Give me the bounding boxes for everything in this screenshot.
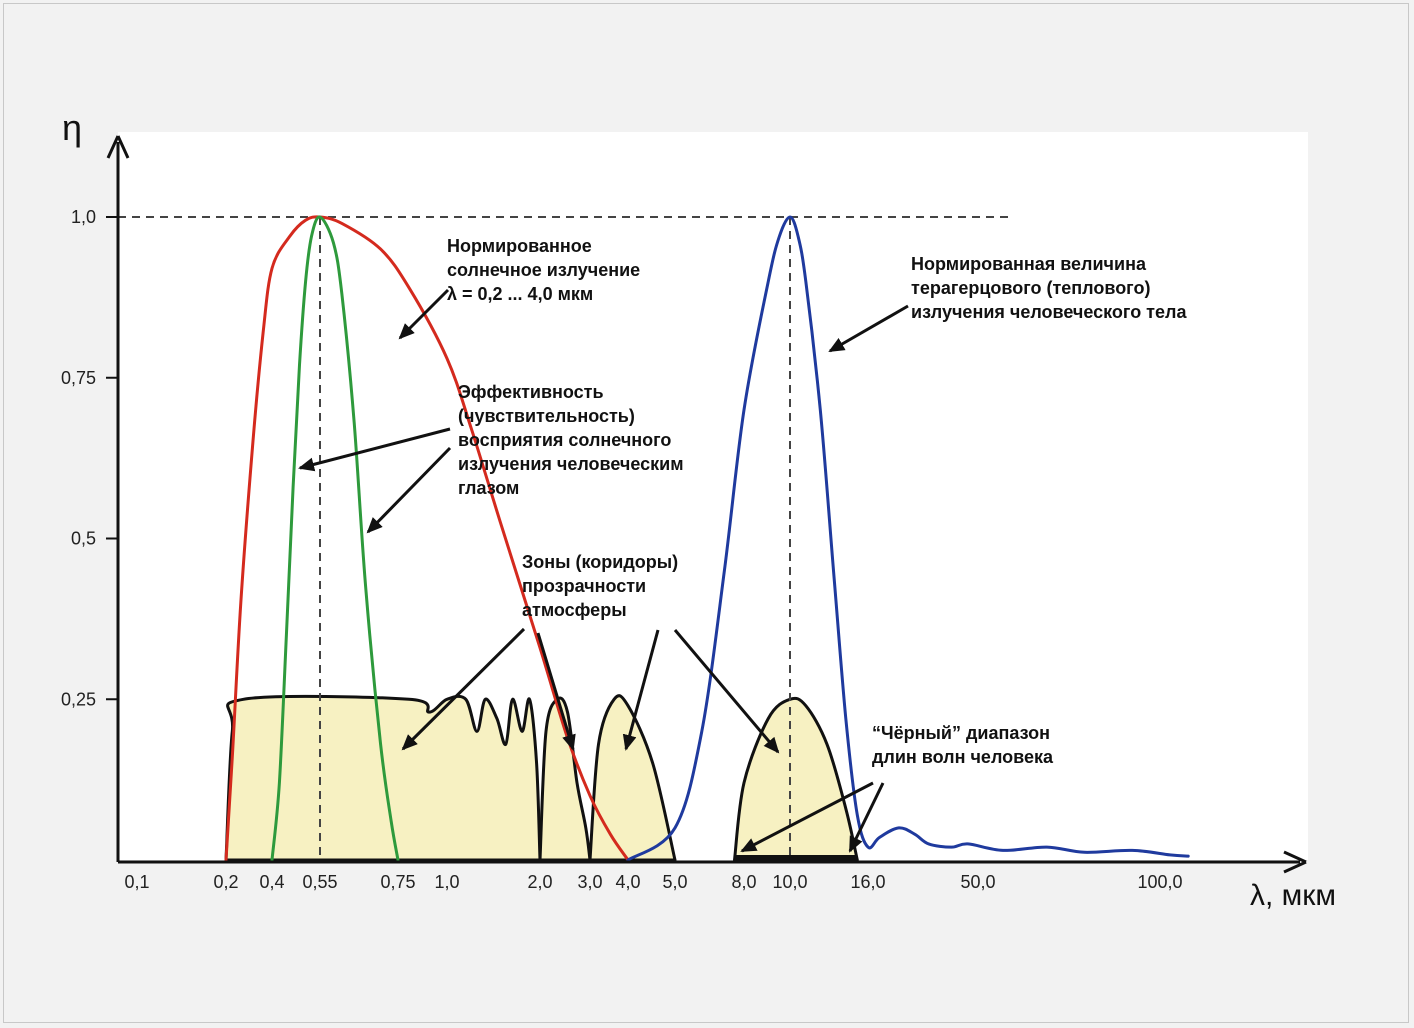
eye-pointer-arrow-2 (366, 446, 452, 534)
x-tick-label: 16,0 (850, 872, 885, 892)
solar-radiation-curve (224, 215, 630, 862)
x-tick-label: 2,0 (527, 872, 552, 892)
x-axis-label: λ, мкм (1250, 879, 1336, 912)
x-tick-label: 1,0 (434, 872, 459, 892)
annotation-4-line-3: атмосферы (522, 600, 627, 620)
thermal-radiation-curve (626, 215, 1190, 862)
x-tick-label: 0,55 (302, 872, 337, 892)
x-axis-arrowhead (1283, 850, 1307, 874)
x-tick-label: 0,1 (124, 872, 149, 892)
annotation-3-line-1: Эффективность (458, 382, 604, 402)
window-pointer-arrow-1 (401, 627, 526, 751)
black-range-bar (734, 855, 858, 860)
annotation-4-line-1: Зоны (коридоры) (522, 552, 678, 572)
x-tick-label: 4,0 (615, 872, 640, 892)
y-tick-label: 0,25 (61, 689, 96, 709)
annotation-1-line-3: λ = 0,2 ... 4,0 мкм (447, 284, 593, 304)
annotation-5-line-2: длин волн человека (872, 747, 1054, 767)
x-tick-label: 3,0 (577, 872, 602, 892)
window-pointer-arrow-2 (536, 632, 576, 751)
annotation-2-line-3: излучения человеческого тела (911, 302, 1187, 322)
y-axis-label: η (62, 107, 82, 148)
annotation-1-line-1: Нормированное (447, 236, 592, 256)
x-tick-label: 100,0 (1137, 872, 1182, 892)
annotation-5-line-1: “Чёрный” диапазон (872, 723, 1050, 743)
eye-sensitivity-curve (270, 215, 400, 862)
annotation-2-line-2: терагерцового (теплового) (911, 278, 1150, 298)
solar-pointer-arrow (398, 288, 450, 340)
x-tick-label: 50,0 (960, 872, 995, 892)
black-range-pointer-arrow-2 (848, 782, 885, 853)
black-range-pointer-arrow-1 (740, 781, 874, 853)
y-tick-label: 1,0 (71, 207, 96, 227)
y-tick-label: 0,75 (61, 368, 96, 388)
window-pointer-arrow-4 (673, 629, 780, 754)
x-tick-label: 0,4 (259, 872, 284, 892)
annotation-3-line-4: излучения человеческим (458, 454, 684, 474)
y-tick-label: 0,5 (71, 529, 96, 549)
annotation-1-line-2: солнечное излучение (447, 260, 640, 280)
transparency-window-2 (538, 696, 592, 862)
x-tick-label: 5,0 (662, 872, 687, 892)
eye-pointer-arrow-1 (298, 427, 451, 472)
thermal-pointer-arrow (828, 304, 909, 353)
annotation-3-line-2: (чувствительность) (458, 406, 635, 426)
window-pointer-arrow-3 (622, 629, 660, 751)
x-tick-label: 10,0 (772, 872, 807, 892)
transparency-window-3 (588, 694, 677, 862)
annotation-3-line-5: глазом (458, 478, 519, 498)
transparency-window-1 (224, 694, 542, 862)
x-tick-label: 8,0 (731, 872, 756, 892)
annotation-2-line-1: Нормированная величина (911, 254, 1147, 274)
y-axis-arrowhead (106, 135, 130, 159)
annotation-3-line-3: восприятия солнечного (458, 430, 671, 450)
x-tick-label: 0,75 (380, 872, 415, 892)
annotation-4-line-2: прозрачности (522, 576, 646, 596)
x-tick-label: 0,2 (213, 872, 238, 892)
